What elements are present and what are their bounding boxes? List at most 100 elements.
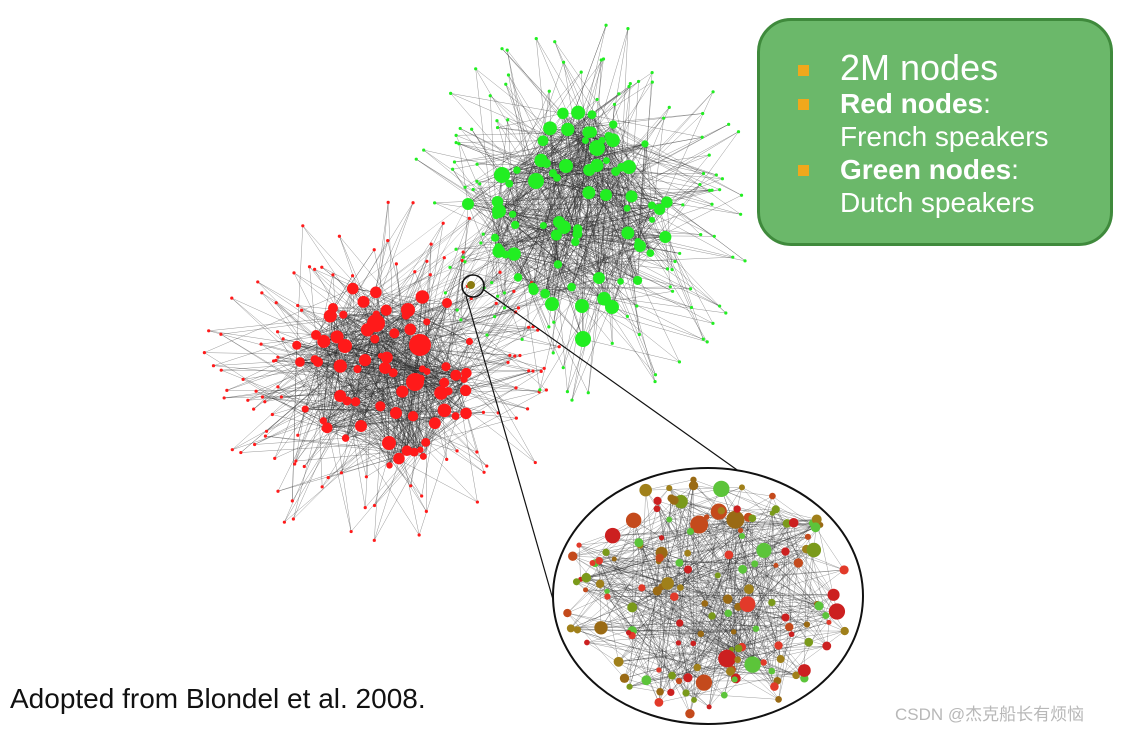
network-node <box>494 167 510 183</box>
zoom-connector-line <box>465 295 557 611</box>
network-node <box>301 405 309 413</box>
zoom-edge <box>678 642 725 696</box>
zoom-edge <box>657 500 689 678</box>
network-node <box>701 337 705 341</box>
network-node <box>701 171 706 176</box>
network-edge <box>231 297 301 363</box>
network-node <box>393 452 405 465</box>
network-node <box>743 259 747 263</box>
network-edge <box>277 331 325 429</box>
network-edge <box>665 236 691 289</box>
network-edge <box>340 202 414 367</box>
network-edge <box>577 171 616 235</box>
network-node <box>647 201 656 210</box>
network-edge <box>375 322 445 411</box>
zoom-node <box>581 572 592 583</box>
network-node <box>465 337 473 345</box>
network-node <box>583 163 596 177</box>
zoom-node <box>722 594 733 604</box>
network-node <box>417 446 424 453</box>
zoom-node <box>641 675 652 686</box>
network-edge <box>567 305 583 392</box>
zoom-node <box>797 664 811 677</box>
network-node <box>475 179 479 183</box>
zoom-edge <box>778 549 815 700</box>
network-edge <box>611 306 704 340</box>
network-node <box>428 273 432 277</box>
zoom-edge <box>638 542 805 679</box>
network-node <box>595 97 599 102</box>
zoom-node <box>756 542 772 558</box>
network-edge <box>389 381 416 466</box>
network-node <box>492 204 506 218</box>
network-edge <box>467 203 557 236</box>
network-node <box>388 368 398 378</box>
legend-item-red-nodes: Red nodes: French speakers <box>794 87 1098 153</box>
zoom-edge <box>661 537 689 678</box>
network-edge <box>449 237 496 268</box>
network-node <box>582 126 595 139</box>
network-edge <box>539 229 578 390</box>
network-node <box>490 280 494 285</box>
zoom-edge <box>645 479 694 491</box>
network-node <box>451 167 455 171</box>
network-edge <box>581 305 708 343</box>
network-edge <box>498 210 714 324</box>
zoom-edge <box>679 622 753 665</box>
network-edge <box>315 334 390 444</box>
zoom-inset <box>465 289 864 725</box>
network-edge <box>366 413 467 478</box>
network-edge <box>398 251 499 459</box>
network-edge <box>581 28 629 307</box>
network-edge <box>352 288 448 304</box>
zoom-edge <box>721 510 739 649</box>
network-node <box>495 119 499 123</box>
network-node <box>659 230 672 244</box>
network-node <box>626 27 630 31</box>
network-edge <box>582 232 629 340</box>
zoom-node <box>667 688 675 697</box>
network-node <box>711 321 715 325</box>
network-edge <box>296 345 487 467</box>
network-edge <box>512 214 560 223</box>
network-node <box>455 308 459 312</box>
network-edge <box>416 158 500 212</box>
zoom-node <box>688 480 699 491</box>
network-node <box>419 452 427 460</box>
zoom-edge <box>607 594 834 597</box>
network-node <box>202 351 206 355</box>
zoom-node <box>768 598 776 607</box>
network-edge <box>425 415 456 443</box>
zoom-node <box>604 588 610 595</box>
network-node <box>443 291 447 295</box>
network-edge <box>375 298 472 324</box>
zoom-node <box>594 621 608 635</box>
zoom-edge <box>567 612 671 693</box>
network-edge <box>385 271 415 311</box>
network-node <box>441 362 451 372</box>
zoom-edge <box>728 554 820 607</box>
network-node <box>681 203 685 207</box>
network-node <box>714 173 718 177</box>
legend-red-nodes-label: Red nodes <box>840 88 984 119</box>
network-edge <box>299 361 381 407</box>
network-edge <box>521 194 607 340</box>
network-node <box>475 162 479 166</box>
network-edge <box>440 392 447 460</box>
zoom-node <box>713 480 730 498</box>
network-edge <box>596 165 600 279</box>
network-node <box>575 299 589 313</box>
network-node <box>301 224 305 228</box>
network-edge <box>497 113 563 128</box>
network-edge <box>296 345 420 536</box>
zoom-node <box>768 667 776 675</box>
network-edge <box>553 140 586 323</box>
zoom-ellipse-border <box>552 467 864 725</box>
network-edge <box>591 86 630 115</box>
network-node <box>380 351 393 364</box>
network-node <box>291 517 295 521</box>
network-node <box>707 153 711 157</box>
network-edge <box>364 360 367 477</box>
network-edge <box>294 409 306 465</box>
